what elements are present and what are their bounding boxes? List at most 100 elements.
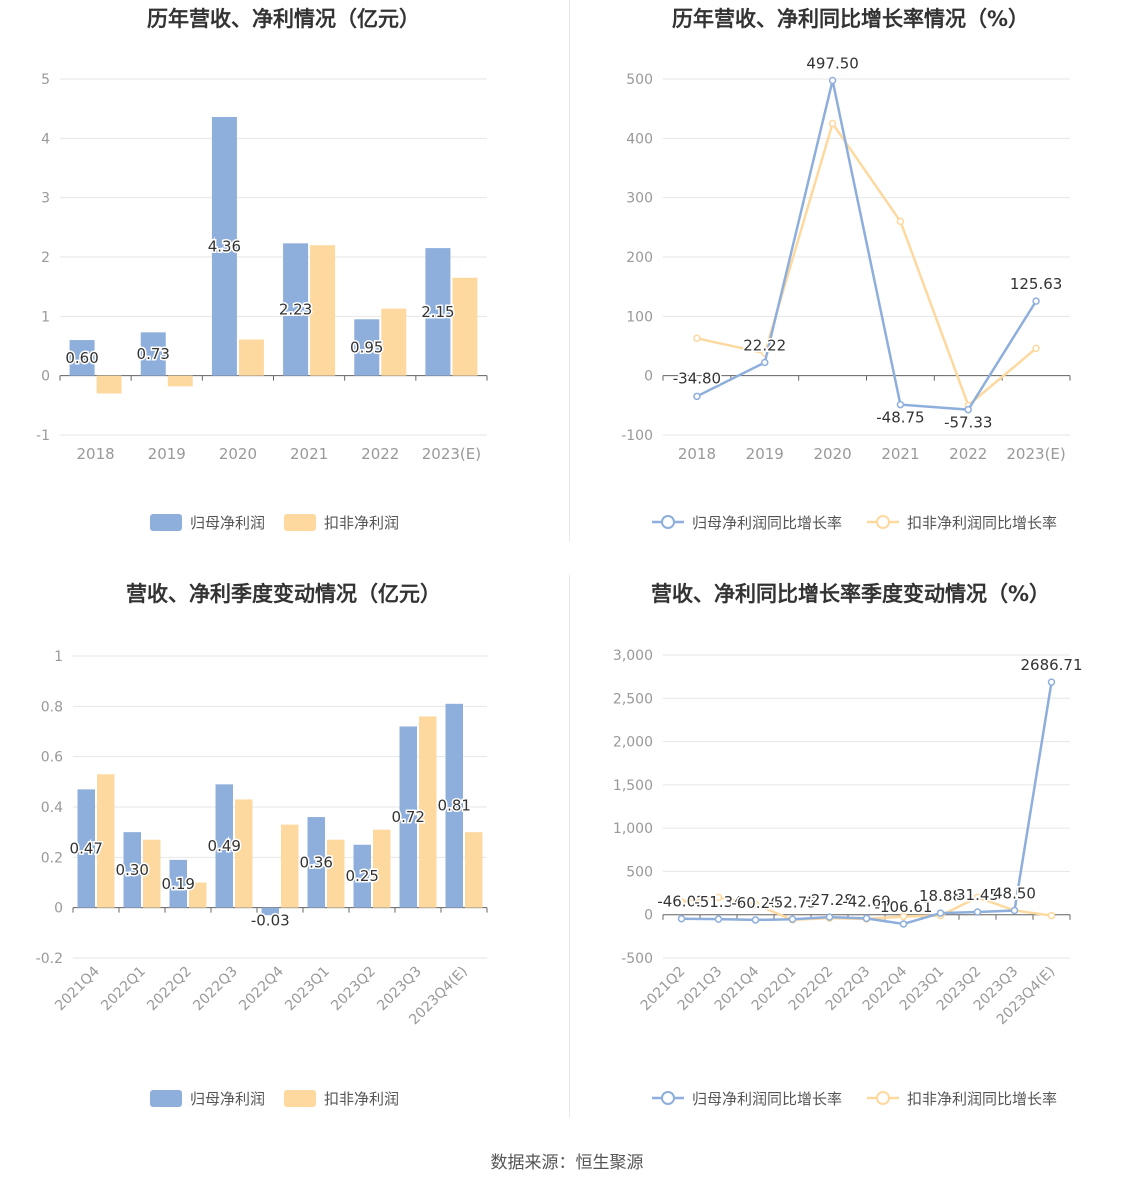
x-tick-label: 2020 bbox=[219, 445, 257, 463]
y-tick-label: 300 bbox=[626, 191, 653, 207]
data-label: 0.72 bbox=[392, 808, 425, 826]
data-label: 0.36 bbox=[300, 853, 333, 871]
data-point bbox=[1010, 906, 1019, 915]
data-label: 0.49 bbox=[208, 837, 241, 855]
data-point bbox=[693, 334, 701, 343]
annual-profit-chart: 历年营收、净利情况（亿元） 5 4 3 2 1 0 -1 2018 2019 2020 2021 202… bbox=[36, 7, 488, 532]
data-label: 2.23 bbox=[279, 301, 312, 319]
data-label: -34.80 bbox=[673, 369, 721, 387]
data-label: 0.47 bbox=[70, 840, 103, 858]
data-point bbox=[973, 893, 982, 902]
legend-label: 扣非净利润同比增长率 bbox=[907, 514, 1057, 532]
x-tick-label: 2022 bbox=[361, 445, 399, 463]
panel-annual-profit: 历年营收、净利情况（亿元） 5 4 3 2 1 0 -1 2018 2019 2020 2021 202… bbox=[0, 0, 567, 575]
legend-swatch bbox=[150, 514, 182, 531]
chart-title: 营收、净利季度变动情况（亿元） bbox=[126, 582, 441, 606]
x-tick-label: 2021 bbox=[290, 445, 328, 463]
data-label: -27.28 bbox=[805, 891, 853, 909]
bar bbox=[77, 789, 95, 908]
data-label: 0.81 bbox=[438, 797, 471, 815]
bar bbox=[235, 799, 253, 908]
data-point bbox=[1047, 911, 1056, 920]
y-tick-label: 1,000 bbox=[613, 821, 653, 837]
x-tick-label: 2018 bbox=[76, 445, 114, 463]
data-point bbox=[677, 914, 686, 923]
bar bbox=[399, 726, 417, 908]
bar bbox=[373, 829, 391, 908]
legend-swatch bbox=[150, 1090, 182, 1107]
bar bbox=[281, 824, 299, 908]
panel-quarterly-growth: 营收、净利同比增长率季度变动情况（%） 3,000 2,500 2,000 1,500 1… bbox=[567, 575, 1134, 1150]
legend-label: 扣非净利润同比增长率 bbox=[907, 1090, 1057, 1108]
legend-marker bbox=[876, 1091, 890, 1105]
bar bbox=[353, 844, 371, 908]
data-point bbox=[936, 909, 945, 917]
legend-marker bbox=[661, 1091, 675, 1105]
panel-annual-growth: 历年营收、净利同比增长率情况（%） 500 400 300 200 100 0 -100 201… bbox=[567, 0, 1134, 575]
x-tick-label: 2023Q1 bbox=[282, 964, 333, 1015]
x-tick-label: 2023(E) bbox=[1006, 445, 1065, 463]
y-tick-label: 1 bbox=[54, 649, 63, 665]
legend-label: 归母净利润 bbox=[190, 514, 265, 532]
data-label: 18.88 bbox=[919, 887, 962, 905]
y-tick-label: 2,500 bbox=[613, 691, 653, 707]
y-tick-label: 500 bbox=[626, 864, 653, 880]
data-label: 0.30 bbox=[116, 861, 149, 879]
data-point bbox=[714, 893, 723, 902]
bar bbox=[307, 817, 325, 908]
data-label: -42.69 bbox=[842, 892, 890, 910]
data-label: -60.26 bbox=[731, 894, 779, 912]
data-point bbox=[899, 920, 908, 928]
legend-label: 归母净利润同比增长率 bbox=[692, 514, 842, 532]
y-tick-label: -500 bbox=[621, 951, 653, 967]
y-tick-label: 3,000 bbox=[613, 648, 653, 664]
bar bbox=[215, 784, 233, 908]
bar bbox=[354, 319, 380, 376]
bar bbox=[425, 248, 451, 376]
data-label: -106.61 bbox=[875, 898, 933, 916]
x-tick-label: 2020 bbox=[813, 445, 851, 463]
y-tick-label: -1 bbox=[36, 428, 50, 444]
data-label: 0.25 bbox=[346, 867, 379, 885]
bar bbox=[211, 116, 237, 376]
data-label: 48.50 bbox=[993, 885, 1036, 903]
x-tick-label: 2023Q2 bbox=[328, 964, 379, 1015]
legend-label: 扣非净利润 bbox=[324, 514, 399, 532]
y-tick-label: 0.6 bbox=[41, 750, 63, 766]
bar bbox=[97, 774, 115, 908]
bar bbox=[123, 832, 141, 908]
series-line bbox=[696, 80, 1038, 411]
x-tick-label: 2019 bbox=[148, 445, 186, 463]
annual-growth-chart: 历年营收、净利同比增长率情况（%） 500 400 300 200 100 0 -100 201… bbox=[621, 7, 1071, 532]
panel-quarterly-profit: 营收、净利季度变动情况（亿元） 1 0.8 0.6 0.4 0.2 0 -0.2 2021Q4 2… bbox=[0, 575, 567, 1150]
data-label: 0.73 bbox=[137, 345, 170, 363]
data-source: 数据来源：恒生聚源 bbox=[490, 1153, 644, 1173]
data-label: 125.63 bbox=[1010, 275, 1062, 293]
data-point bbox=[964, 405, 972, 414]
y-tick-label: 100 bbox=[626, 309, 653, 325]
bar bbox=[189, 882, 207, 908]
y-tick-label: 500 bbox=[626, 72, 653, 88]
data-point bbox=[896, 217, 905, 226]
y-tick-label: 2,000 bbox=[613, 735, 653, 751]
data-point bbox=[1032, 344, 1040, 353]
data-label: -46.02 bbox=[657, 893, 705, 911]
chart-title: 营收、净利同比增长率季度变动情况（%） bbox=[651, 582, 1050, 606]
y-tick-label: -0.2 bbox=[36, 951, 63, 967]
legend-marker bbox=[876, 515, 890, 529]
y-tick-label: 1,500 bbox=[613, 778, 653, 794]
y-tick-label: 0 bbox=[644, 908, 653, 924]
data-point bbox=[862, 914, 871, 923]
x-tick-label: 2022 bbox=[949, 445, 987, 463]
chart-title: 历年营收、净利同比增长率情况（%） bbox=[672, 7, 1029, 31]
divider-top bbox=[569, 0, 570, 542]
y-tick-label: 0 bbox=[41, 369, 50, 385]
data-label: -51.34 bbox=[694, 893, 742, 911]
y-tick-label: 3 bbox=[41, 191, 50, 207]
x-tick-label: 2022Q3 bbox=[190, 964, 241, 1015]
x-tick-label: 2019 bbox=[746, 445, 784, 463]
data-point bbox=[788, 915, 797, 924]
bar bbox=[238, 339, 264, 376]
bar bbox=[283, 243, 309, 376]
data-point bbox=[1047, 678, 1056, 686]
